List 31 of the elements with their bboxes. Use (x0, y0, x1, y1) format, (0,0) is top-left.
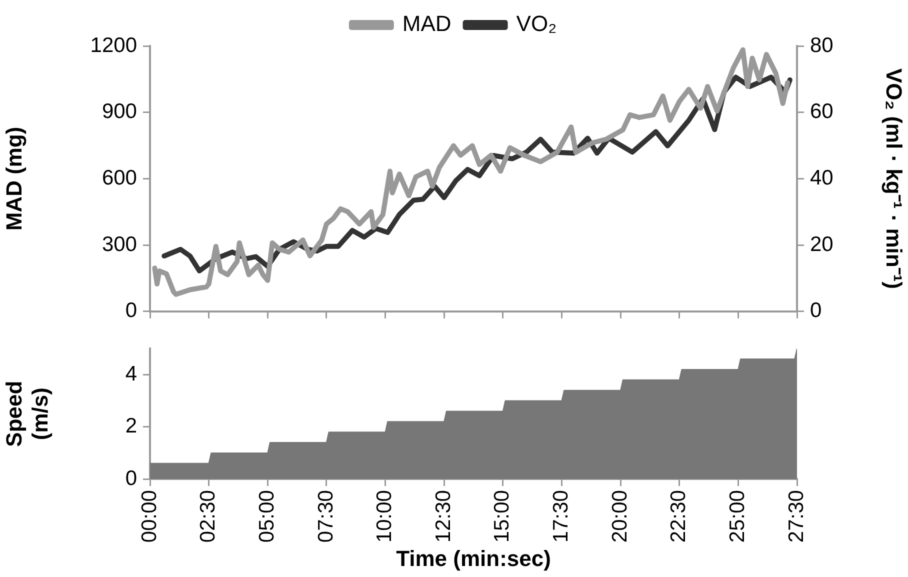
y-tick-label: 600 (102, 166, 137, 190)
y-tick-label: 0 (125, 299, 137, 322)
y-tick-label: 4 (125, 362, 138, 386)
y-tick-label: 900 (102, 100, 137, 124)
y2-tick-label: 0 (810, 299, 822, 322)
y-tick-label: 0 (125, 466, 137, 490)
x-tick-label: 17:30 (550, 490, 573, 543)
x-tick-label: 10:00 (373, 490, 396, 543)
x-tick-label: 25:00 (726, 490, 749, 543)
y-axis-title: Speed (m/s) (1, 380, 53, 447)
y2-axis-title: VO₂ (ml · kg⁻¹ · min⁻¹) (882, 68, 907, 289)
x-tick-label: 22:30 (667, 490, 690, 543)
y-axis-title: MAD (mg) (1, 126, 26, 231)
legend-label: MAD (402, 11, 452, 36)
x-tick-label: 02:30 (196, 490, 220, 543)
y-tick-label: 2 (125, 414, 137, 438)
x-tick-label: 00:00 (138, 490, 161, 543)
y2-tick-label: 60 (810, 100, 834, 124)
x-tick-label: 12:30 (432, 490, 455, 543)
x-tick-label: 20:00 (608, 490, 632, 543)
y2-tick-label: 20 (810, 232, 834, 256)
x-tick-label: 27:30 (784, 490, 808, 543)
legend-label: VO₂ (516, 11, 557, 36)
y-tick-label: 1200 (90, 34, 137, 57)
x-tick-label: 15:00 (490, 490, 514, 543)
y-tick-label: 300 (102, 232, 137, 256)
x-tick-label: 05:00 (255, 490, 278, 543)
y2-tick-label: 40 (810, 166, 834, 190)
y2-tick-label: 80 (810, 34, 834, 57)
x-axis-title: Time (min:sec) (396, 546, 551, 571)
x-tick-label: 07:30 (314, 490, 338, 543)
